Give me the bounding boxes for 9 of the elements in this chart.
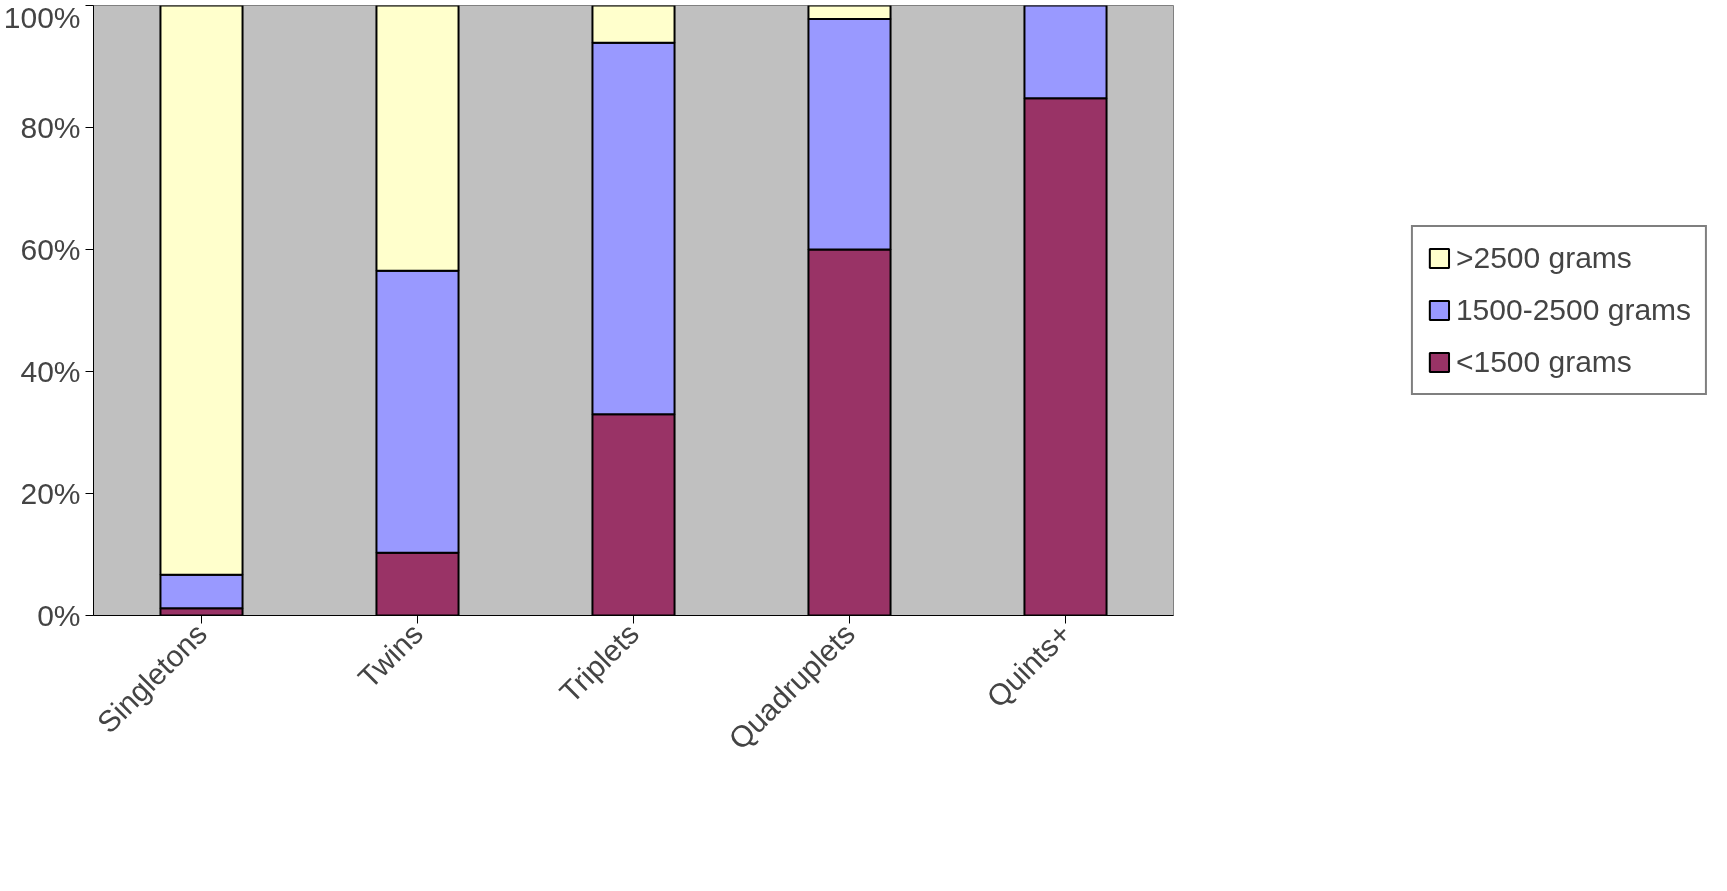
- y-tick-label: 100%: [3, 0, 81, 34]
- y-tick-label: 80%: [20, 111, 81, 144]
- y-tick-label: 60%: [20, 233, 81, 266]
- legend-label: 1500-2500 grams: [1455, 293, 1692, 327]
- legend-label: >2500 grams: [1455, 241, 1632, 275]
- y-tick-label: 40%: [20, 355, 81, 388]
- legend-label: <1500 grams: [1455, 345, 1632, 379]
- y-tick-label: 20%: [20, 477, 81, 510]
- y-tick-label: 0%: [37, 599, 81, 632]
